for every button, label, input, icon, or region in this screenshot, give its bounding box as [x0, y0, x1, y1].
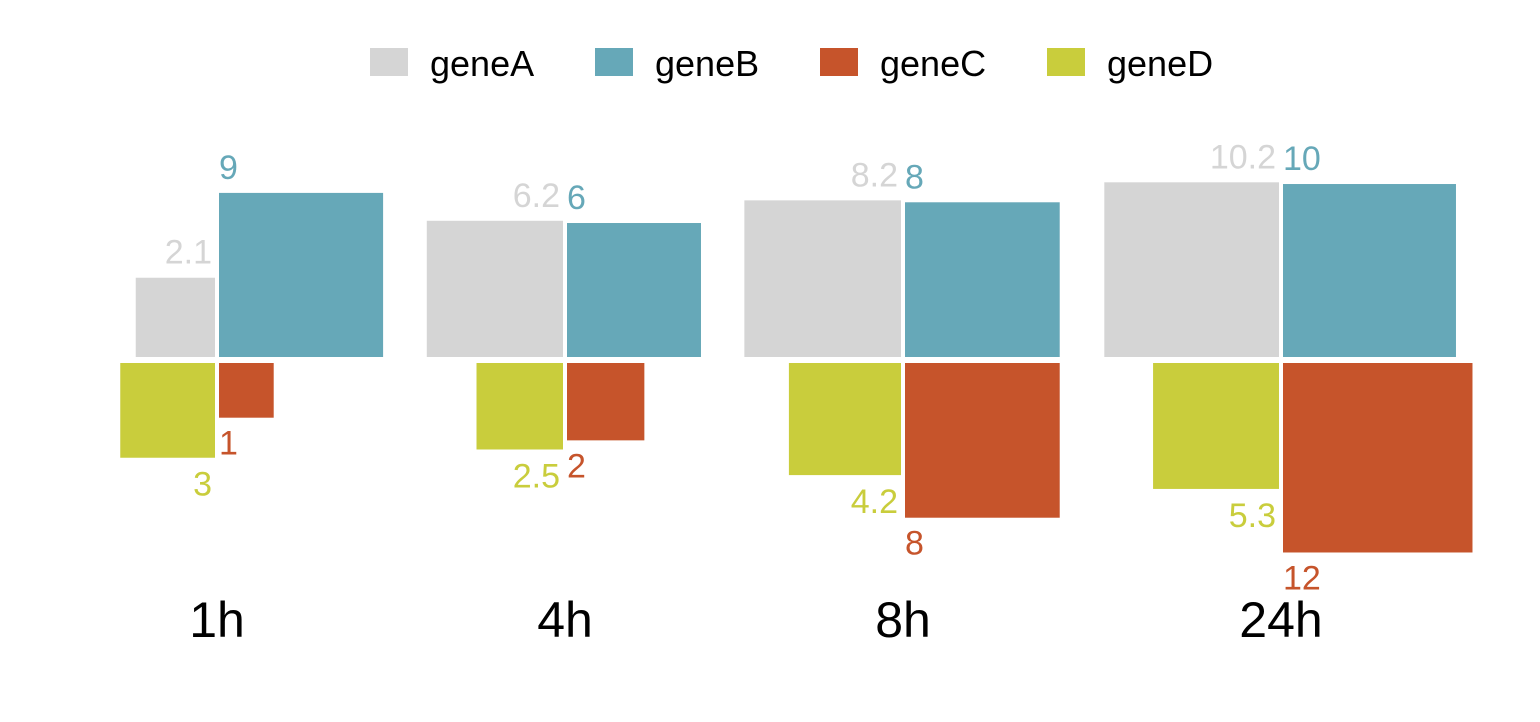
category-label-24h: 24h — [1239, 592, 1322, 648]
value-label-geneC-4h: 2 — [567, 447, 586, 485]
legend-label-geneD: geneD — [1107, 43, 1213, 84]
category-label-4h: 4h — [537, 592, 593, 648]
value-label-geneC-1h: 1 — [219, 425, 238, 463]
bar-geneC-1h — [219, 363, 274, 418]
value-label-geneD-24h: 5.3 — [1229, 497, 1276, 535]
bar-geneB-8h — [905, 202, 1060, 357]
value-label-geneD-4h: 2.5 — [513, 457, 560, 495]
legend-label-geneB: geneB — [655, 43, 759, 84]
legend-key-geneC — [820, 48, 858, 76]
bar-geneD-4h — [476, 363, 563, 450]
bar-geneC-4h — [567, 363, 645, 441]
value-label-geneD-8h: 4.2 — [851, 483, 898, 521]
bar-geneD-24h — [1153, 363, 1279, 489]
value-label-geneB-24h: 10 — [1283, 140, 1321, 178]
legend: geneA geneB geneC geneD — [370, 43, 1213, 84]
bar-geneA-24h — [1104, 182, 1279, 357]
value-label-geneC-24h: 12 — [1283, 559, 1321, 597]
group-labels-layer: 1h 4h 8h 24h — [189, 592, 1323, 648]
bar-geneA-4h — [426, 220, 563, 357]
bar-geneC-8h — [905, 363, 1060, 518]
legend-key-geneB — [595, 48, 633, 76]
value-label-geneB-1h: 9 — [219, 149, 238, 187]
bar-geneB-1h — [219, 192, 384, 357]
value-label-geneA-4h: 6.2 — [513, 177, 560, 215]
legend-label-geneC: geneC — [880, 43, 986, 84]
category-label-8h: 8h — [875, 592, 931, 648]
legend-label-geneA: geneA — [430, 43, 534, 84]
bar-geneD-1h — [120, 363, 215, 458]
bar-geneA-1h — [135, 277, 215, 357]
legend-key-geneA — [370, 48, 408, 76]
bar-geneB-24h — [1283, 184, 1456, 357]
bar-geneD-8h — [788, 363, 901, 476]
value-label-geneA-8h: 8.2 — [851, 156, 898, 194]
value-label-geneA-24h: 10.2 — [1210, 138, 1276, 176]
category-label-1h: 1h — [189, 592, 245, 648]
bar-geneC-24h — [1283, 363, 1473, 553]
bar-geneB-4h — [567, 223, 701, 357]
value-label-geneC-8h: 8 — [905, 525, 924, 563]
value-label-geneB-8h: 8 — [905, 158, 924, 196]
value-label-geneD-1h: 3 — [193, 466, 212, 504]
bars-layer — [120, 182, 1473, 553]
legend-key-geneD — [1047, 48, 1085, 76]
value-label-geneB-4h: 6 — [567, 179, 586, 217]
bar-geneA-8h — [744, 200, 901, 357]
value-label-geneA-1h: 2.1 — [165, 234, 212, 272]
